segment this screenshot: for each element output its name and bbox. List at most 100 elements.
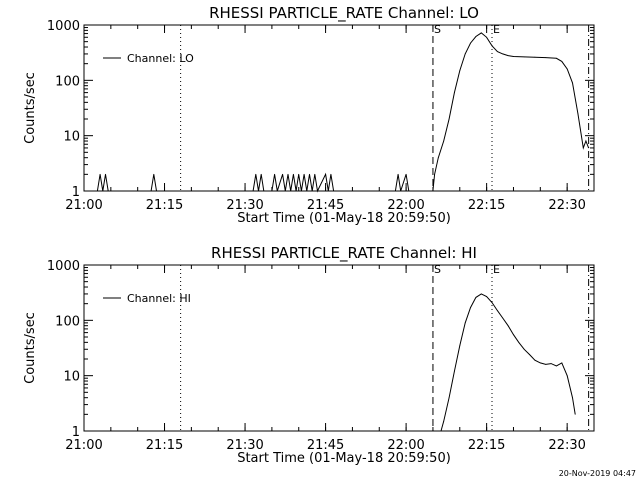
y-tick-label: 1000 xyxy=(47,259,80,274)
data-point xyxy=(293,173,294,175)
data-point xyxy=(454,370,455,372)
data-point xyxy=(287,173,289,175)
x-tick-label: 21:45 xyxy=(307,438,344,453)
data-point xyxy=(434,173,435,175)
y-axis-label: Counts/sec xyxy=(23,72,38,144)
data-point xyxy=(585,140,587,142)
data-point xyxy=(258,190,259,192)
data-point xyxy=(480,293,482,295)
data-point xyxy=(582,147,584,149)
x-tick-label: 22:30 xyxy=(548,438,585,453)
data-point xyxy=(309,173,310,175)
legend-label: Channel: LO xyxy=(127,52,194,65)
data-point xyxy=(295,190,297,192)
data-point xyxy=(400,190,402,192)
data-point xyxy=(263,190,265,192)
data-point xyxy=(443,140,445,142)
data-point xyxy=(497,51,498,52)
data-point xyxy=(290,190,292,192)
y-tick-label: 1 xyxy=(72,425,80,440)
data-point xyxy=(523,56,525,58)
data-point xyxy=(284,190,286,192)
data-point xyxy=(566,375,568,377)
data-point xyxy=(303,173,305,175)
x-tick-label: 21:45 xyxy=(307,198,344,213)
data-point xyxy=(534,359,536,361)
data-point xyxy=(327,190,329,192)
data-point xyxy=(513,334,514,336)
data-point xyxy=(561,362,563,364)
event-marker-label: S xyxy=(434,263,441,276)
data-point xyxy=(497,310,498,311)
event-marker-label: E xyxy=(493,263,500,276)
footer-timestamp: 20-Nov-2019 04:47 xyxy=(559,469,636,478)
y-tick-label: 1000 xyxy=(47,19,80,34)
data-point xyxy=(464,322,466,324)
data-point xyxy=(298,173,300,175)
data-point xyxy=(464,53,466,55)
data-point xyxy=(330,173,332,175)
data-point xyxy=(282,173,283,175)
x-tick-label: 22:00 xyxy=(387,198,424,213)
x-tick-label: 21:15 xyxy=(146,438,183,453)
x-tick-label: 22:30 xyxy=(548,198,585,213)
x-tick-label: 22:15 xyxy=(468,438,505,453)
data-point xyxy=(556,365,557,367)
x-tick-label: 21:15 xyxy=(146,198,183,213)
event-marker-label: S xyxy=(434,23,441,36)
y-tick-label: 10 xyxy=(63,130,80,145)
data-point xyxy=(443,420,445,422)
data-point xyxy=(470,42,471,44)
data-point xyxy=(317,190,318,192)
data-point xyxy=(271,190,273,192)
x-axis-label: Start Time (01-May-18 20:59:50) xyxy=(237,451,451,466)
data-point xyxy=(440,430,442,432)
chart-title: RHESSI PARTICLE_RATE Channel: LO xyxy=(209,4,479,23)
data-point xyxy=(545,364,547,365)
x-tick-label: 21:00 xyxy=(65,438,102,453)
x-tick-label: 21:30 xyxy=(226,198,263,213)
data-point xyxy=(588,147,589,149)
data-point xyxy=(529,354,530,355)
y-tick-label: 10 xyxy=(63,370,80,385)
data-point xyxy=(333,190,334,192)
data-point xyxy=(502,53,504,55)
event-marker-label: E xyxy=(493,23,500,36)
plot-frame xyxy=(83,24,595,192)
data-point xyxy=(577,113,579,114)
data-point xyxy=(550,363,552,364)
data-point xyxy=(405,173,407,175)
data-point xyxy=(475,36,477,37)
data-point xyxy=(513,56,514,57)
data-point xyxy=(156,190,157,192)
data-point xyxy=(545,57,547,58)
legend-label: Channel: HI xyxy=(127,292,191,305)
data-point xyxy=(99,173,101,175)
y-tick-label: 100 xyxy=(55,314,80,329)
y-tick-label: 1 xyxy=(72,185,80,200)
data-point xyxy=(448,397,450,399)
data-point xyxy=(572,82,573,84)
data-point xyxy=(507,325,509,327)
data-point xyxy=(486,296,487,297)
data-point xyxy=(539,362,541,364)
data-point xyxy=(507,55,509,56)
data-point xyxy=(102,190,104,192)
data-point xyxy=(311,190,313,192)
data-point xyxy=(260,173,262,175)
data-point xyxy=(486,36,487,38)
data-point xyxy=(276,190,278,192)
x-tick-label: 22:15 xyxy=(468,198,505,213)
data-point xyxy=(448,118,450,120)
data-point xyxy=(325,173,326,175)
series-line xyxy=(440,293,576,432)
data-point xyxy=(105,173,106,175)
data-point xyxy=(301,190,302,192)
x-tick-label: 22:00 xyxy=(387,438,424,453)
data-point xyxy=(491,302,493,303)
data-point xyxy=(574,413,576,415)
data-point xyxy=(306,190,308,192)
data-point xyxy=(255,173,257,175)
data-point xyxy=(566,68,568,70)
